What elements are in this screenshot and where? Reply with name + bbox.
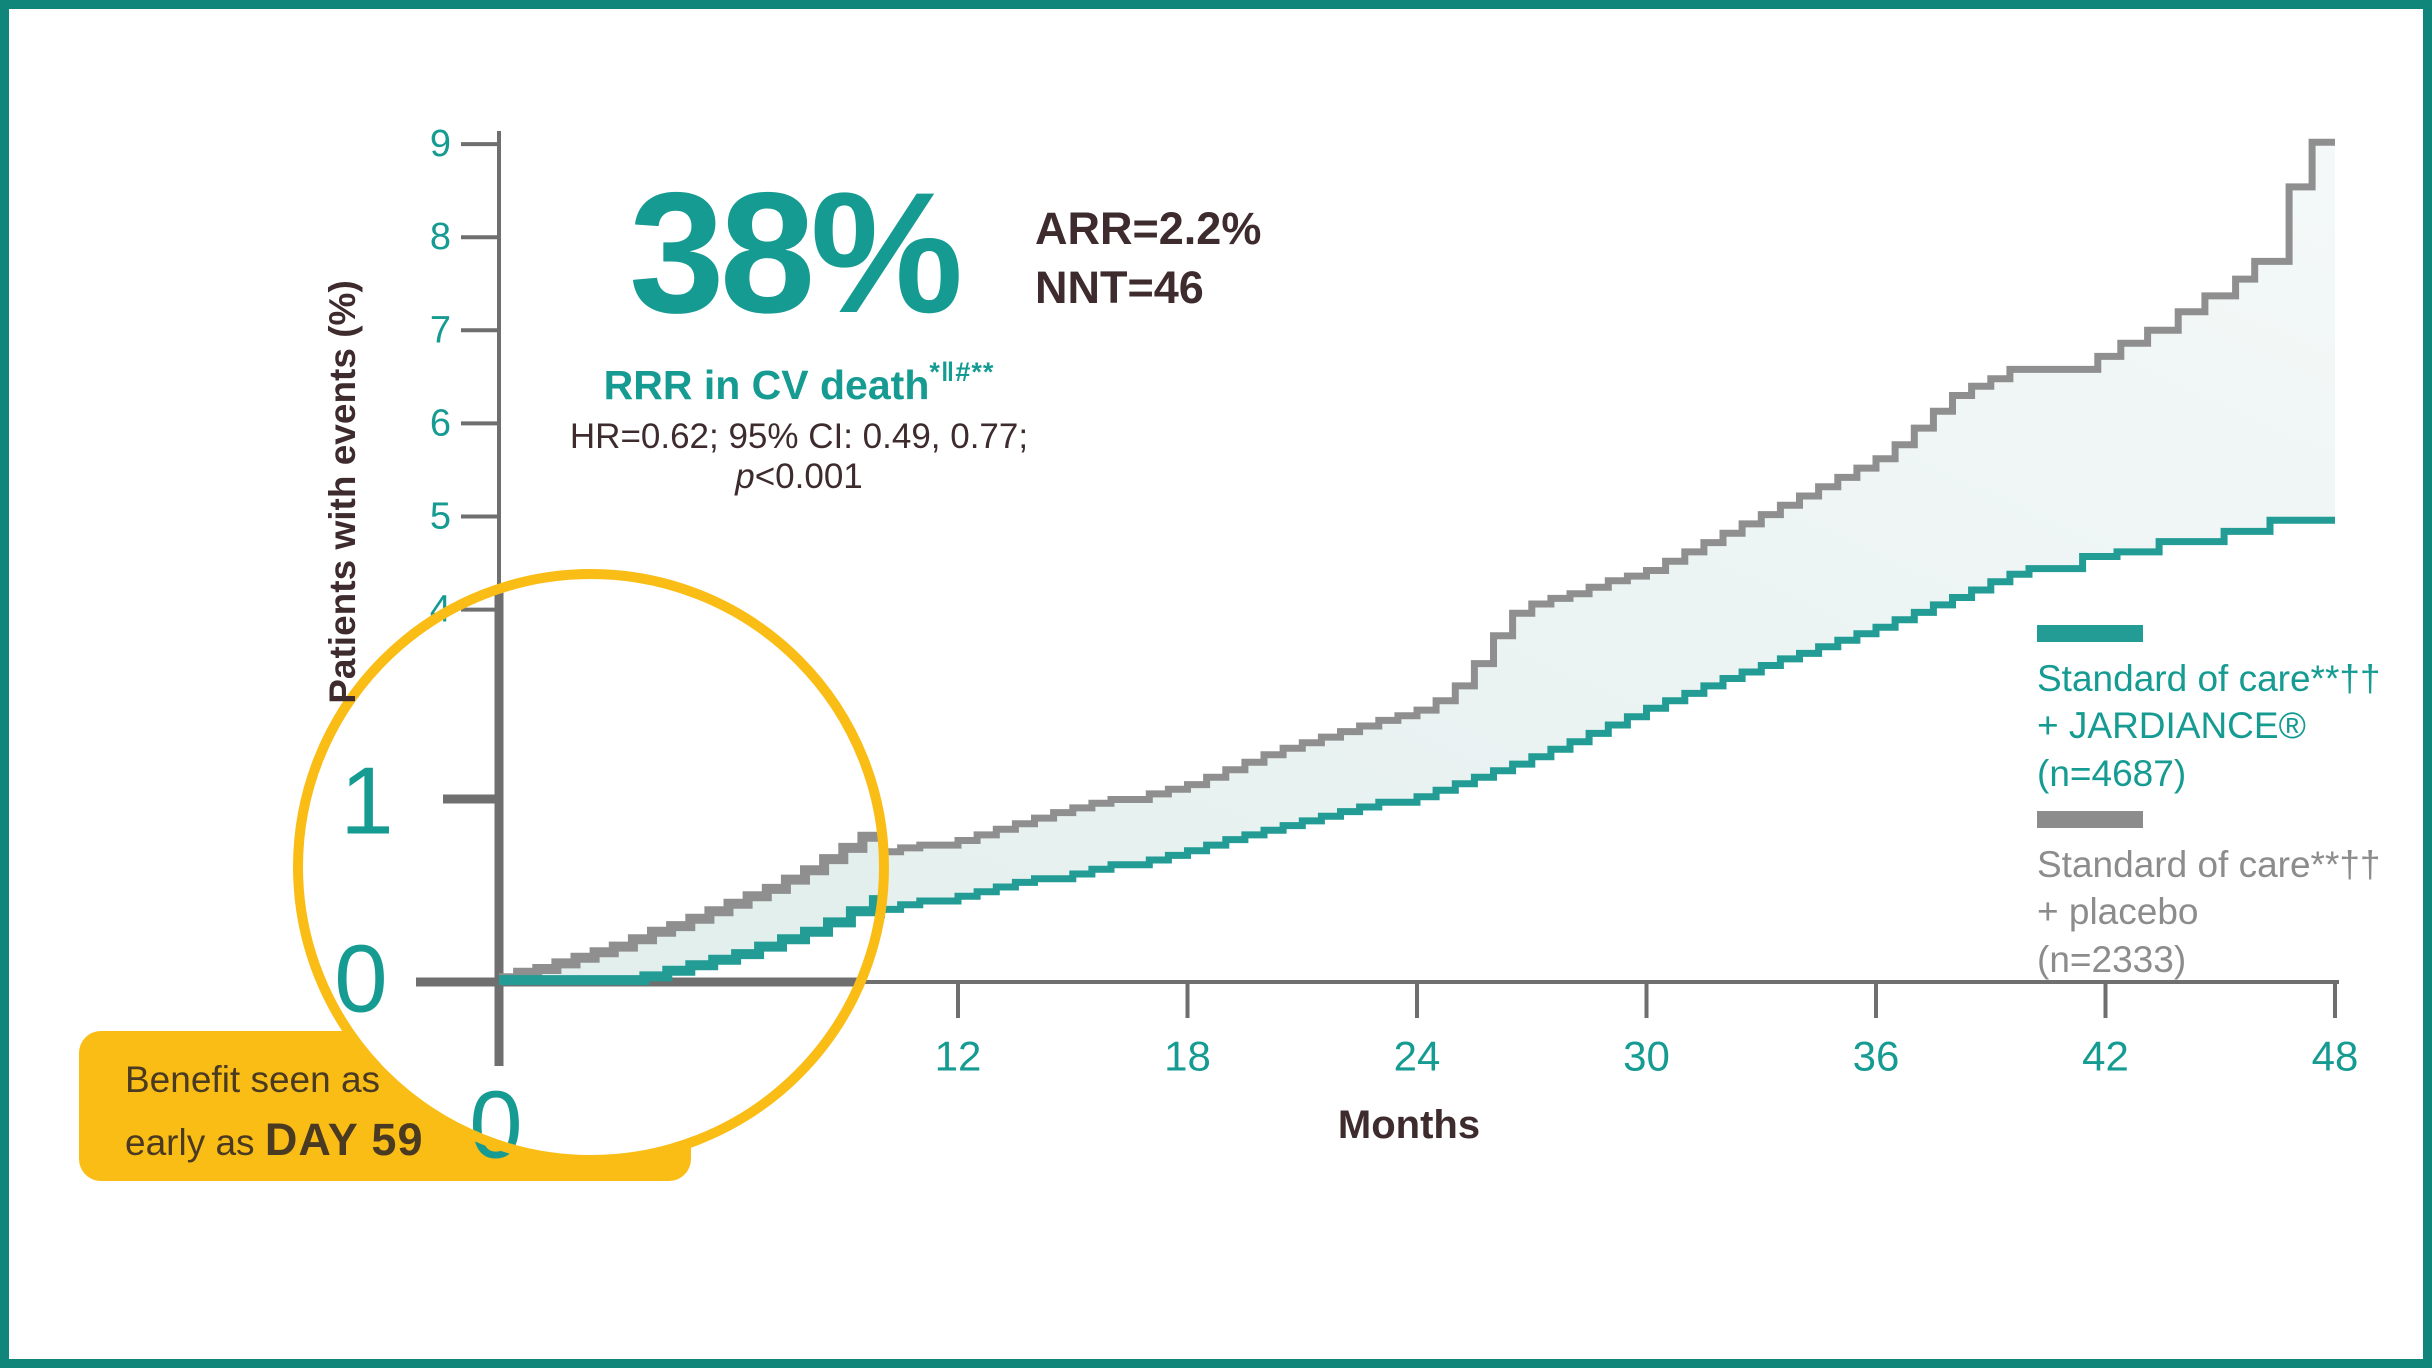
callout-line-2: early as DAY 59 [125,1107,691,1172]
x-tick-label-48: 48 [2312,1032,2359,1079]
y-tick-label-5: 5 [430,496,451,538]
x-tick-label-36: 36 [1853,1032,1900,1079]
x-tick-label-24: 24 [1394,1032,1441,1079]
magnifier-content [416,577,881,1066]
x-tick-label-30: 30 [1623,1032,1670,1079]
risk-difference-area [499,142,2335,982]
magnified-area [499,825,881,981]
y-tick-label-6: 6 [430,402,451,444]
magnified-x-label-0: 0 [469,1072,522,1179]
y-tick-label-8: 8 [430,216,451,258]
magnifier-ring [293,569,889,1165]
magnified-placebo-curve [499,825,881,984]
x-tick-label-18: 18 [1164,1032,1211,1079]
callout-line-2-prefix: early as [125,1121,265,1163]
callout-day-59: DAY 59 [264,1113,424,1165]
callout-line-1: Benefit seen as [125,1059,381,1100]
magnifier-lens [298,574,884,1160]
x-tick-label-12: 12 [935,1032,982,1079]
x-tick-label-42: 42 [2082,1032,2129,1079]
magnified-y-label-1: 1 [340,748,393,855]
y-tick-label-7: 7 [430,309,451,351]
magnified-jardiance-curve [499,895,881,986]
y-tick-label-9: 9 [430,123,451,165]
